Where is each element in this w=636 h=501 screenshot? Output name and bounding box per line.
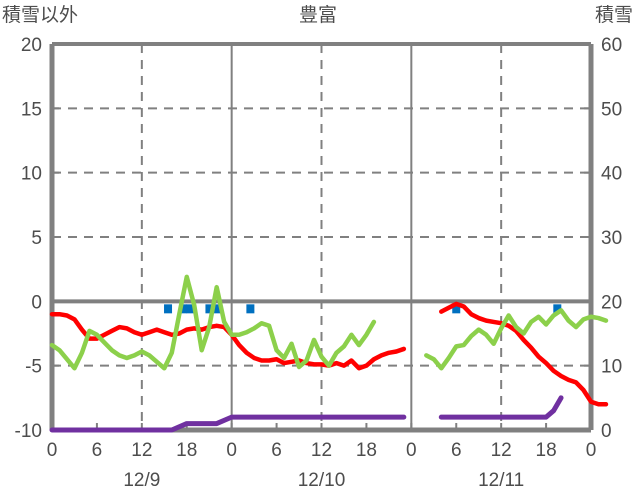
x-axis-tick-label: 0 <box>586 440 597 461</box>
right-axis-tick-label: 40 <box>601 164 622 185</box>
precipitation-bar <box>186 304 195 314</box>
x-axis-tick-label: 0 <box>47 440 58 461</box>
precipitation-bar <box>553 304 562 314</box>
left-axis-tick-label: 5 <box>31 228 42 249</box>
precipitation-bar <box>246 304 255 314</box>
x-axis-tick-label: 12 <box>131 440 152 461</box>
right-axis-tick-label: 30 <box>601 228 622 249</box>
series-line-dewpoint <box>424 308 609 371</box>
left-axis-title: 積雪以外 <box>2 5 79 26</box>
left-axis-tick-label: 10 <box>21 164 42 185</box>
x-axis-tick-label: 12 <box>311 440 332 461</box>
series-line-snowdepth <box>438 395 564 420</box>
x-axis-tick-label: 18 <box>176 440 197 461</box>
x-axis-day-labels: 12/9 12/10 12/11 <box>123 470 524 491</box>
right-axis-tick-label: 20 <box>601 292 622 313</box>
x-axis-day-label: 12/11 <box>478 470 524 491</box>
x-axis-tick-label: 18 <box>356 440 377 461</box>
precipitation-bar <box>452 304 461 314</box>
x-axis-tick-label: 18 <box>536 440 557 461</box>
series-line-snowdepth <box>49 414 407 433</box>
precipitation-bar <box>164 304 173 314</box>
series-line-temperature <box>439 301 609 407</box>
right-axis-tick-label: 0 <box>601 421 612 442</box>
left-axis-tick-labels: 20 15 10 5 0 -5 -10 <box>15 35 42 442</box>
right-axis-title: 積雪 <box>594 5 633 26</box>
gridlines-group <box>52 44 591 430</box>
x-axis-day-label: 12/10 <box>298 470 346 491</box>
x-axis-tick-label: 0 <box>406 440 417 461</box>
page-title: 豊富 <box>298 5 337 26</box>
x-axis-tick-label: 6 <box>92 440 103 461</box>
left-axis-tick-label: 20 <box>21 35 42 56</box>
x-axis-tick-label: 6 <box>451 440 462 461</box>
day-boundary-lines-group <box>230 44 413 430</box>
left-axis-tick-label: 15 <box>21 99 42 120</box>
series-line-dewpoint <box>49 274 377 371</box>
right-axis-tick-label: 10 <box>601 357 622 378</box>
x-axis-tick-label: 6 <box>271 440 282 461</box>
left-axis-tick-label: -10 <box>15 421 42 442</box>
data-series-group <box>49 274 609 433</box>
left-axis-tick-label: -5 <box>25 357 42 378</box>
right-axis-tick-label: 60 <box>601 35 622 56</box>
x-axis-tick-labels: 0 6 12 18 0 6 12 18 0 6 12 18 0 <box>47 440 597 461</box>
x-axis-day-label: 12/9 <box>123 470 160 491</box>
x-axis-tick-label: 0 <box>226 440 237 461</box>
right-axis-tick-label: 50 <box>601 99 622 120</box>
right-axis-tick-labels: 60 50 40 30 20 10 0 <box>601 35 622 442</box>
precipitation-bar <box>179 304 188 314</box>
x-axis-tick-label: 12 <box>491 440 512 461</box>
left-axis-tick-label: 0 <box>31 292 42 313</box>
